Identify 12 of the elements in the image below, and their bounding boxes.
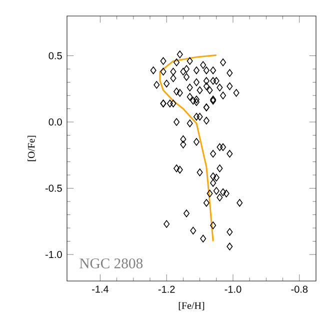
- line-series: [159, 54, 218, 242]
- x-tick-label: -1.0: [224, 286, 242, 293]
- y-tick-label: 0.5: [48, 52, 62, 60]
- y-tick-label: 0.0: [48, 118, 62, 126]
- x-tick-label: -1.4: [92, 286, 109, 293]
- y-axis-title: [O/Fe]: [28, 136, 36, 162]
- x-axis-title: [Fe/H]: [178, 302, 204, 310]
- x-tick-label: -0.8: [291, 286, 308, 293]
- y-tick-label: -0.5: [46, 184, 62, 192]
- x-tick-label: -1.2: [158, 286, 175, 293]
- y-tick-label: -1.0: [46, 250, 62, 258]
- annotation: NGC 2808: [80, 258, 143, 268]
